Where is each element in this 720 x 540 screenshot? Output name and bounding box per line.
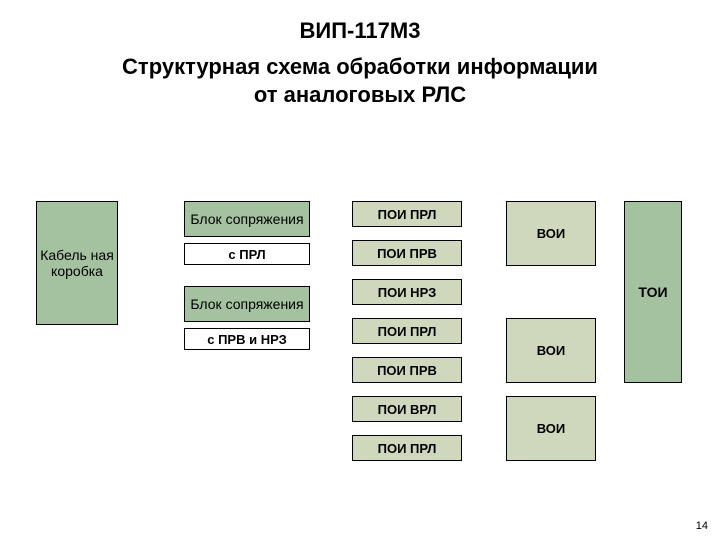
box-spr1a: Блок сопряжения [184, 201, 310, 237]
box-voi2: ВОИ [506, 318, 596, 383]
box-voi1: ВОИ [506, 201, 596, 266]
box-poi6: ПОИ ВРЛ [352, 396, 462, 422]
box-poi2: ПОИ ПРВ [352, 240, 462, 266]
box-poi5: ПОИ ПРВ [352, 357, 462, 383]
box-spr2a: Блок сопряжения [184, 286, 310, 322]
box-poi3: ПОИ НРЗ [352, 279, 462, 305]
title-line-1: ВИП-117М3 [0, 18, 720, 44]
box-spr1b: с ПРЛ [184, 243, 310, 265]
box-spr2b: с ПРВ и НРЗ [184, 328, 310, 350]
box-toi: ТОИ [624, 201, 682, 383]
box-poi7: ПОИ ПРЛ [352, 435, 462, 461]
title-line-2: Структурная схема обработки информации [0, 54, 720, 80]
page-number: 14 [696, 520, 708, 532]
box-poi1: ПОИ ПРЛ [352, 201, 462, 227]
box-poi4: ПОИ ПРЛ [352, 318, 462, 344]
box-voi3: ВОИ [506, 396, 596, 461]
title-line-3: от аналоговых РЛС [0, 82, 720, 108]
box-cable: Кабель ная коробка [36, 201, 118, 325]
